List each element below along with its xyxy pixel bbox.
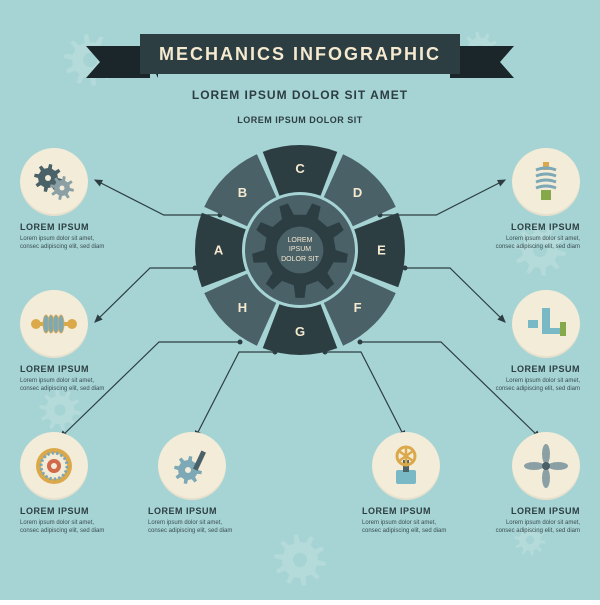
hub-text: LOREMIPSUMDOLOR SIT: [281, 236, 319, 263]
badge-fan: [512, 432, 580, 500]
badge-clamp: [512, 290, 580, 358]
item-title-fan: LOREM IPSUM: [490, 506, 580, 516]
item-title-clamp: LOREM IPSUM: [490, 364, 580, 374]
item-title-valve: LOREM IPSUM: [362, 506, 431, 516]
item-body-spring: Lorem ipsum dolor sit amet, consec adipi…: [490, 235, 580, 251]
segment-label-A: A: [214, 243, 224, 258]
badge-valve: [372, 432, 440, 500]
clamp-icon: [523, 301, 569, 347]
wheel-hub: LOREMIPSUMDOLOR SIT: [245, 195, 355, 305]
bearing-icon: [31, 443, 77, 489]
item-title-spring: LOREM IPSUM: [490, 222, 580, 232]
item-body-valve: Lorem ipsum dolor sit amet, consec adipi…: [362, 519, 452, 535]
badge-geartool: [158, 432, 226, 500]
item-body-geartool: Lorem ipsum dolor sit amet, consec adipi…: [148, 519, 238, 535]
segment-wheel: ABCDEFGH LOREMIPSUMDOLOR SIT: [180, 130, 420, 370]
badge-gears: [20, 148, 88, 216]
gears-icon: [31, 159, 77, 205]
item-title-shaft: LOREM IPSUM: [20, 364, 89, 374]
spring-icon: [523, 159, 569, 205]
item-title-gears: LOREM IPSUM: [20, 222, 89, 232]
item-body-bearing: Lorem ipsum dolor sit amet, consec adipi…: [20, 519, 110, 535]
valve-icon: [383, 443, 429, 489]
geartool-icon: [169, 443, 215, 489]
badge-shaft: [20, 290, 88, 358]
shaft-icon: [31, 301, 77, 347]
fan-icon: [523, 443, 569, 489]
item-title-bearing: LOREM IPSUM: [20, 506, 89, 516]
item-body-fan: Lorem ipsum dolor sit amet, consec adipi…: [490, 519, 580, 535]
badge-spring: [512, 148, 580, 216]
item-body-shaft: Lorem ipsum dolor sit amet, consec adipi…: [20, 377, 110, 393]
badge-bearing: [20, 432, 88, 500]
segment-label-E: E: [377, 243, 386, 258]
segment-label-G: G: [295, 324, 305, 339]
subtitle: LOREM IPSUM DOLOR SIT AMET: [0, 88, 600, 102]
subsubtitle: LOREM IPSUM DOLOR SIT: [0, 115, 600, 125]
title-banner: MECHANICS INFOGRAPHIC: [110, 28, 490, 80]
segment-label-C: C: [295, 161, 305, 176]
title-text: MECHANICS INFOGRAPHIC: [159, 44, 441, 65]
item-title-geartool: LOREM IPSUM: [148, 506, 217, 516]
item-body-clamp: Lorem ipsum dolor sit amet, consec adipi…: [490, 377, 580, 393]
item-body-gears: Lorem ipsum dolor sit amet, consec adipi…: [20, 235, 110, 251]
